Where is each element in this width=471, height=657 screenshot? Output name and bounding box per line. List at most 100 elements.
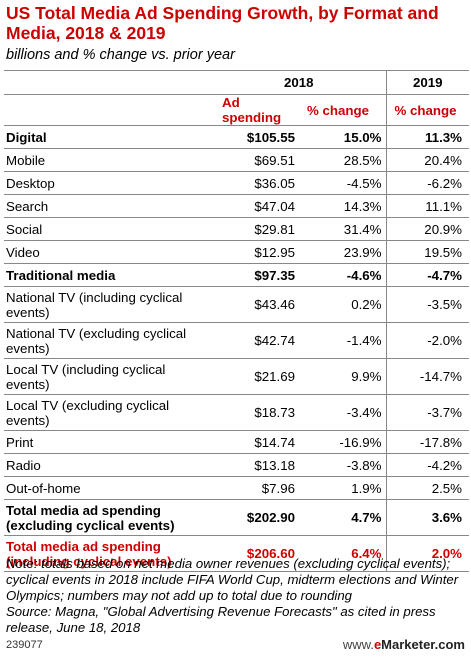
- change-2019-cell: 3.6%: [385, 499, 469, 536]
- emarketer-logo[interactable]: www.eMarketer.com: [343, 637, 465, 652]
- row-label: Social: [4, 217, 212, 241]
- row-label: Total media ad spending (excluding cycli…: [4, 499, 212, 536]
- table-row: National TV (excluding cyclical events) $…: [4, 322, 469, 359]
- column-header-row: Ad spending % change % change: [4, 94, 469, 126]
- column-header-change-2019: % change: [385, 94, 469, 126]
- footnote-note: Note: totals based on net media owner re…: [6, 556, 459, 603]
- column-header-ad-spending: Ad spending: [212, 94, 301, 126]
- table-row: Mobile $69.51 28.5% 20.4%: [4, 148, 469, 172]
- change-2018-cell: 4.7%: [301, 499, 386, 536]
- change-2018-cell: 28.5%: [301, 148, 386, 172]
- table-row: Video $12.95 23.9% 19.5%: [4, 240, 469, 264]
- column-header-change-2018: % change: [301, 94, 386, 126]
- ad-spending-2018-cell: $206.60: [212, 535, 301, 572]
- table-row: Total media ad spending (excluding cycli…: [4, 499, 469, 536]
- change-2018-cell: 31.4%: [301, 217, 386, 241]
- change-2018-cell: 1.9%: [301, 476, 386, 500]
- change-2019-cell: 2.0%: [385, 535, 469, 572]
- ad-spending-2018-cell: $47.04: [212, 194, 301, 218]
- change-2019-cell: -6.2%: [385, 171, 469, 195]
- year-header-2019: 2019: [385, 70, 469, 95]
- change-2019-cell: 19.5%: [385, 240, 469, 264]
- change-2018-cell: 6.4%: [301, 535, 386, 572]
- change-2019-cell: -3.5%: [385, 286, 469, 323]
- change-2018-cell: -4.5%: [301, 171, 386, 195]
- row-label: National TV (excluding cyclical events): [4, 322, 212, 359]
- footnote-source: Source: Magna, "Global Advertising Reven…: [6, 604, 436, 635]
- row-label: National TV (including cyclical events): [4, 286, 212, 323]
- change-2019-cell: 2.5%: [385, 476, 469, 500]
- change-2019-cell: 11.1%: [385, 194, 469, 218]
- chart-subtitle: billions and % change vs. prior year: [6, 47, 235, 63]
- year-header-2018: 2018: [212, 70, 386, 95]
- ad-spending-2018-cell: $36.05: [212, 171, 301, 195]
- table-row: Desktop $36.05 -4.5% -6.2%: [4, 171, 469, 195]
- change-2019-cell: -3.7%: [385, 394, 469, 431]
- change-2019-cell: -4.2%: [385, 453, 469, 477]
- table-row: Local TV (excluding cyclical events) $18.…: [4, 394, 469, 431]
- ad-spending-2018-cell: $29.81: [212, 217, 301, 241]
- change-2018-cell: 0.2%: [301, 286, 386, 323]
- change-2019-cell: 11.3%: [385, 125, 469, 149]
- change-2018-cell: 14.3%: [301, 194, 386, 218]
- logo-e: e: [373, 637, 382, 652]
- row-label: Desktop: [4, 171, 212, 195]
- row-label: Mobile: [4, 148, 212, 172]
- chart-title: US Total Media Ad Spending Growth, by Fo…: [6, 3, 439, 43]
- ad-spending-2018-cell: $202.90: [212, 499, 301, 536]
- change-2019-cell: -17.8%: [385, 430, 469, 454]
- row-label: Print: [4, 430, 212, 454]
- table-row: Traditional media $97.35 -4.6% -4.7%: [4, 263, 469, 287]
- ad-spending-2018-cell: $97.35: [212, 263, 301, 287]
- change-2018-cell: 23.9%: [301, 240, 386, 264]
- ad-spending-2018-cell: $12.95: [212, 240, 301, 264]
- change-2018-cell: -16.9%: [301, 430, 386, 454]
- change-2018-cell: -4.6%: [301, 263, 386, 287]
- ad-spending-2018-cell: $43.46: [212, 286, 301, 323]
- change-2018-cell: -1.4%: [301, 322, 386, 359]
- year-header-blank: [4, 70, 212, 95]
- row-label: Local TV (including cyclical events): [4, 358, 212, 395]
- change-2019-cell: -4.7%: [385, 263, 469, 287]
- row-label: Out-of-home: [4, 476, 212, 500]
- data-table: 2018 2019 Ad spending % change % change …: [4, 70, 469, 572]
- ad-spending-2018-cell: $21.69: [212, 358, 301, 395]
- column-header-blank: [4, 94, 212, 126]
- change-2019-cell: 20.4%: [385, 148, 469, 172]
- row-label: Radio: [4, 453, 212, 477]
- table-row: National TV (including cyclical events) $…: [4, 286, 469, 323]
- change-2018-cell: -3.4%: [301, 394, 386, 431]
- logo-rest: Marketer.com: [381, 637, 465, 652]
- change-2019-cell: -14.7%: [385, 358, 469, 395]
- row-label: Total media ad spending (including cycli…: [4, 535, 212, 572]
- row-label: Digital: [4, 125, 212, 149]
- chart-id: 239077: [6, 639, 43, 651]
- table-row: Local TV (including cyclical events) $21.…: [4, 358, 469, 395]
- ad-spending-2018-cell: $7.96: [212, 476, 301, 500]
- row-label: Search: [4, 194, 212, 218]
- table-row: Radio $13.18 -3.8% -4.2%: [4, 453, 469, 477]
- table-row: Total media ad spending (including cycli…: [4, 535, 469, 572]
- change-2018-cell: 15.0%: [301, 125, 386, 149]
- table-row: Digital $105.55 15.0% 11.3%: [4, 125, 469, 149]
- table-row: Social $29.81 31.4% 20.9%: [4, 217, 469, 241]
- change-2019-cell: -2.0%: [385, 322, 469, 359]
- ad-spending-2018-cell: $69.51: [212, 148, 301, 172]
- year-header-row: 2018 2019: [4, 70, 469, 95]
- table-row: Search $47.04 14.3% 11.1%: [4, 194, 469, 218]
- row-label: Traditional media: [4, 263, 212, 287]
- change-2018-cell: 9.9%: [301, 358, 386, 395]
- ad-spending-2018-cell: $18.73: [212, 394, 301, 431]
- table-row: Print $14.74 -16.9% -17.8%: [4, 430, 469, 454]
- ad-spending-2018-cell: $105.55: [212, 125, 301, 149]
- change-2018-cell: -3.8%: [301, 453, 386, 477]
- footnote: Note: totals based on net media owner re…: [6, 556, 468, 636]
- ad-spending-2018-cell: $13.18: [212, 453, 301, 477]
- logo-prefix: www.: [342, 637, 374, 652]
- change-2019-cell: 20.9%: [385, 217, 469, 241]
- row-label: Video: [4, 240, 212, 264]
- table-row: Out-of-home $7.96 1.9% 2.5%: [4, 476, 469, 500]
- ad-spending-2018-cell: $14.74: [212, 430, 301, 454]
- row-label: Local TV (excluding cyclical events): [4, 394, 212, 431]
- ad-spending-2018-cell: $42.74: [212, 322, 301, 359]
